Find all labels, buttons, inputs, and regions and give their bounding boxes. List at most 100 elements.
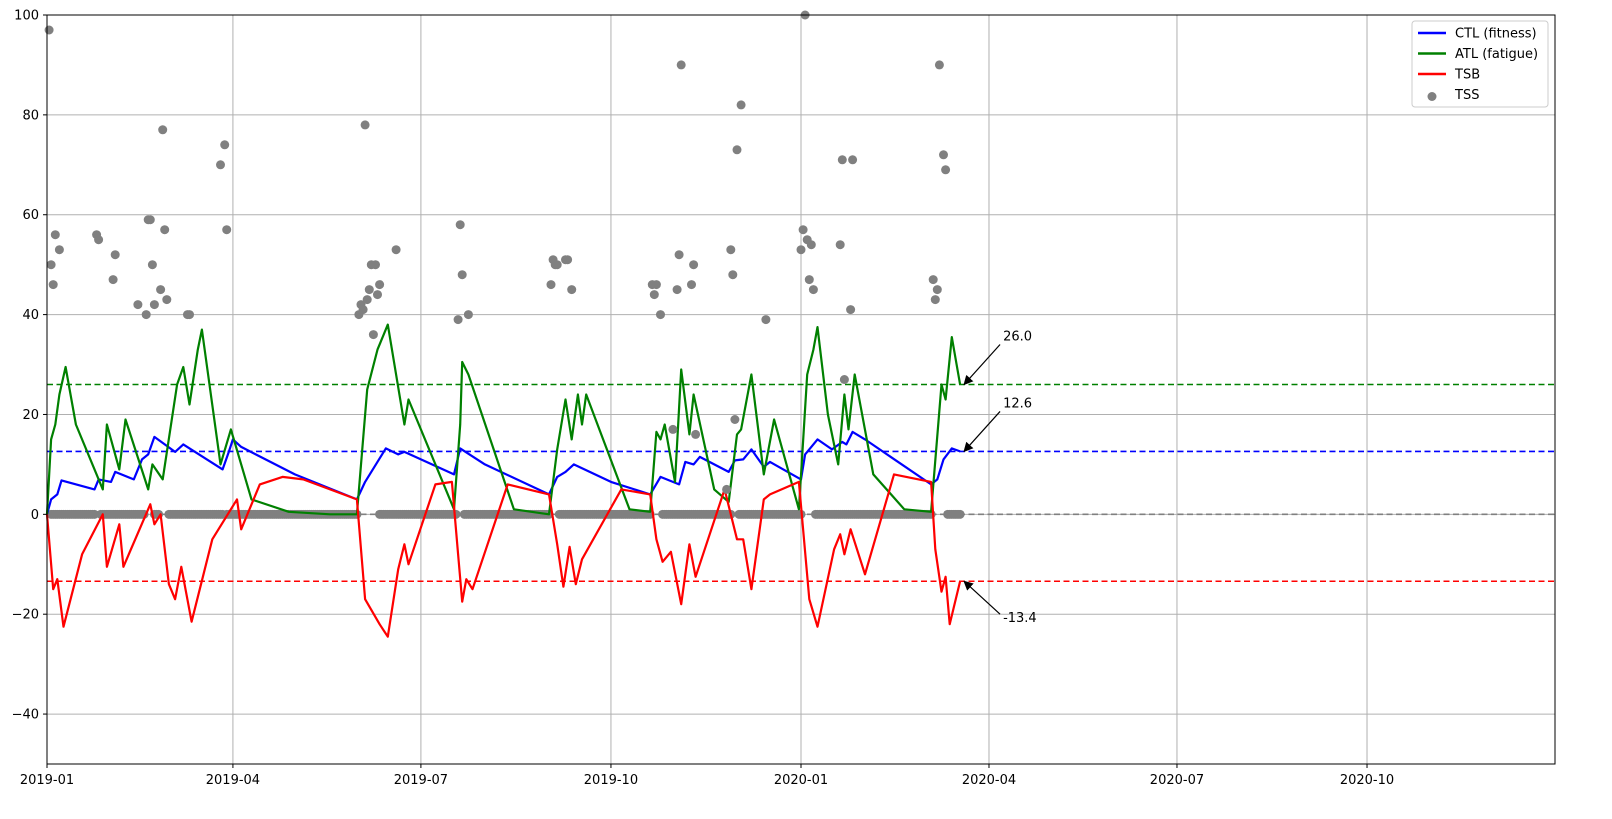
tss-point [158, 125, 168, 135]
legend-label: CTL (fitness) [1455, 27, 1537, 42]
tss-point [457, 270, 467, 280]
tss-point [162, 295, 172, 305]
tss-point [806, 240, 816, 250]
tss-point [651, 280, 661, 290]
y-tick-label: −20 [12, 608, 39, 623]
tss-point [722, 484, 732, 494]
tss-point [50, 230, 60, 240]
tss-point [455, 220, 465, 230]
tss-point [726, 245, 736, 255]
legend: CTL (fitness) ATL (fatigue) TSB TSS [1411, 20, 1549, 108]
tss-point-zero [90, 509, 99, 519]
tss-point [375, 280, 385, 290]
tss-point [108, 275, 118, 285]
tss-point [94, 235, 104, 245]
tss-point [668, 424, 678, 434]
tss-point [145, 215, 155, 225]
legend-swatch [1427, 92, 1437, 101]
tss-point [649, 290, 659, 300]
tss-point [796, 245, 806, 255]
tss-point [691, 429, 701, 439]
tss-point [728, 270, 738, 280]
annotation-label: 26.0 [1003, 330, 1032, 345]
tss-point [54, 245, 64, 255]
series-line-tsb [45, 473, 962, 638]
tss-point [141, 310, 151, 320]
tss-point [156, 285, 166, 295]
tss-point [939, 150, 948, 160]
y-tick-label: 100 [14, 9, 39, 24]
annotation-arrow [963, 411, 1001, 453]
tss-point [676, 60, 686, 70]
tss-point [463, 310, 473, 320]
tss-point [656, 310, 665, 320]
tss-point [808, 285, 818, 295]
y-tick-label: 60 [22, 208, 39, 223]
tss-point [362, 295, 372, 305]
tss-point [835, 240, 845, 250]
tss-point [185, 310, 194, 320]
tss-point [798, 225, 808, 235]
tss-point [930, 295, 940, 305]
tss-point [837, 155, 847, 165]
tss-point [222, 225, 232, 235]
tss-point [110, 250, 120, 260]
tss-point [216, 160, 225, 170]
tss-point [928, 275, 938, 285]
tss-point [804, 275, 814, 285]
y-tick-label: −40 [12, 708, 39, 723]
y-tick-label: 40 [22, 308, 39, 323]
tss-point [552, 260, 562, 270]
tss-point [46, 260, 56, 270]
tss-point [371, 260, 380, 270]
tss-point [732, 145, 742, 155]
x-tick-label: 2020-07 [1150, 773, 1204, 788]
axis-ticks: 2019-01 2019-04 2019-07 2019-10 2020-01 2020-… [12, 9, 1395, 789]
tss-point [848, 155, 858, 165]
tss-point [368, 330, 378, 340]
tss-point [567, 285, 577, 295]
tss-point [149, 300, 159, 310]
tss-point [730, 415, 740, 424]
tss-point [453, 315, 463, 325]
legend-box [1411, 20, 1549, 108]
annotations: 26.0 12.6 -13.4 [963, 330, 1037, 626]
tss-point [48, 280, 58, 290]
x-tick-label: 2020-04 [962, 773, 1016, 788]
tss-point [44, 25, 54, 35]
tss-point [133, 300, 143, 310]
x-tick-label: 2019-10 [584, 773, 638, 788]
series-lines [45, 323, 962, 638]
tss-point [736, 100, 746, 110]
tss-point [358, 305, 368, 315]
tss-point [941, 165, 951, 175]
tss-point [391, 245, 401, 255]
annotation-label: 12.6 [1003, 396, 1032, 411]
tss-point [689, 260, 699, 270]
x-tick-label: 2019-07 [394, 773, 448, 788]
tss-point [364, 285, 374, 295]
tss-zero-markers [46, 509, 965, 519]
legend-label: ATL (fatigue) [1455, 47, 1538, 62]
annotation-arrow [963, 344, 1001, 386]
tss-point-zero [955, 509, 965, 519]
tss-point [672, 285, 682, 295]
tss-point [932, 285, 942, 295]
x-tick-label: 2019-04 [206, 773, 260, 788]
tss-point [160, 225, 170, 235]
legend-label: TSS [1454, 88, 1479, 103]
series-line-atl [45, 323, 962, 516]
tss-point [147, 260, 157, 270]
tss-point [846, 305, 856, 315]
tss-point [761, 315, 771, 325]
y-tick-label: 20 [22, 408, 39, 423]
series-line-ctl [45, 430, 961, 515]
tss-point [373, 290, 382, 300]
tss-point [674, 250, 684, 260]
annotation-arrow [963, 580, 1001, 615]
annotation-label: -13.4 [1003, 611, 1037, 626]
y-tick-label: 0 [31, 508, 39, 523]
x-tick-label: 2019-01 [20, 773, 74, 788]
x-tick-label: 2020-01 [774, 773, 828, 788]
